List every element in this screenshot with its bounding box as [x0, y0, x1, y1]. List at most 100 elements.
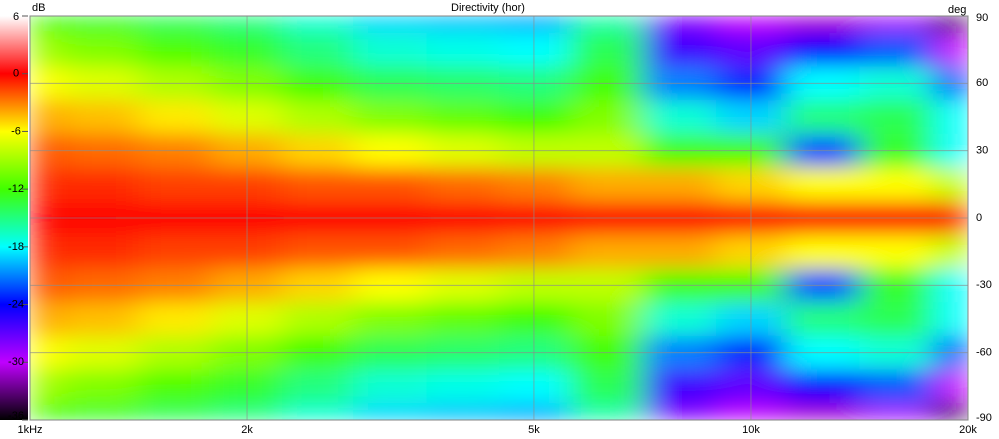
- heat-cell: [785, 32, 860, 67]
- colorbar-tick-label: -24: [8, 298, 24, 310]
- heat-cell: [426, 100, 500, 135]
- heat-cell: [859, 100, 934, 135]
- colorbar-tick-label: -36: [8, 410, 24, 422]
- heat-cell: [499, 302, 571, 337]
- heat-cell: [499, 32, 571, 67]
- heat-cell: [30, 403, 66, 420]
- heat-cell: [281, 302, 354, 337]
- x-tick-label: 10k: [742, 424, 760, 436]
- heat-cell: [643, 100, 717, 135]
- colorbar-label: dB: [32, 2, 45, 14]
- heat-cell: [353, 32, 428, 67]
- heat-cell: [64, 234, 140, 269]
- colorbar-tick-label: -12: [8, 183, 24, 195]
- heat-cell: [499, 234, 571, 269]
- heat-cell: [30, 16, 66, 34]
- heat-cell: [785, 100, 860, 135]
- heat-cell: [933, 302, 968, 337]
- heat-cell: [30, 369, 66, 404]
- heat-cell: [643, 167, 717, 202]
- x-tick-label: 1kHz: [17, 424, 42, 436]
- x-tick-label: 2k: [241, 424, 253, 436]
- y-tick-label: 90: [976, 12, 988, 24]
- heat-cell: [643, 234, 717, 269]
- colorbar-tick-label: -18: [8, 241, 24, 253]
- heat-cell: [30, 32, 66, 67]
- heat-cell: [859, 16, 934, 34]
- x-tick-label: 5k: [528, 424, 540, 436]
- heat-cell: [138, 167, 213, 202]
- heat-cell: [281, 403, 354, 420]
- heat-cell: [859, 32, 934, 67]
- heat-cell: [353, 302, 428, 337]
- colorbar: [0, 16, 28, 420]
- heat-cell: [138, 369, 213, 404]
- heat-cell: [138, 234, 213, 269]
- heat-cell: [64, 100, 140, 135]
- chart-title: Directivity (hor): [451, 2, 525, 14]
- heat-cell: [859, 369, 934, 404]
- heat-cell: [499, 369, 571, 404]
- heat-cell: [353, 16, 428, 34]
- heat-cell: [643, 403, 717, 420]
- heat-cell: [426, 16, 500, 34]
- heat-cell: [353, 403, 428, 420]
- heat-cell: [570, 16, 645, 34]
- heat-cell: [933, 16, 968, 34]
- heat-cell: [643, 16, 717, 34]
- heat-cell: [138, 100, 213, 135]
- heat-cell: [64, 167, 140, 202]
- heat-cell: [138, 403, 213, 420]
- heat-cell: [426, 32, 500, 67]
- heat-cell: [426, 403, 500, 420]
- heat-cell: [353, 234, 428, 269]
- heat-cell: [933, 32, 968, 67]
- heat-cell: [570, 234, 645, 269]
- y-axis-label: deg: [948, 4, 966, 16]
- heat-cell: [570, 167, 645, 202]
- heat-cell: [643, 369, 717, 404]
- heat-cell: [281, 100, 354, 135]
- heat-cell: [30, 100, 66, 135]
- heat-cell: [933, 369, 968, 404]
- heat-cell: [785, 234, 860, 269]
- heat-cell: [499, 403, 571, 420]
- heat-cell: [353, 369, 428, 404]
- heat-cell: [499, 100, 571, 135]
- heat-cell: [281, 234, 354, 269]
- heat-cell: [643, 302, 717, 337]
- heat-cell: [933, 403, 968, 420]
- heat-cell: [785, 167, 860, 202]
- heat-cell: [30, 302, 66, 337]
- y-tick-label: -90: [976, 412, 992, 424]
- heat-cell: [426, 234, 500, 269]
- colorbar-tick-label: 0: [13, 68, 19, 80]
- y-tick-label: -60: [976, 347, 992, 359]
- heat-cell: [138, 32, 213, 67]
- heat-cell: [859, 234, 934, 269]
- heat-cell: [281, 369, 354, 404]
- y-tick-label: -30: [976, 279, 992, 291]
- heat-cell: [64, 302, 140, 337]
- heat-cell: [426, 167, 500, 202]
- y-tick-label: 0: [976, 212, 982, 224]
- y-tick-label: 60: [976, 77, 988, 89]
- heat-cell: [353, 167, 428, 202]
- heat-cell: [570, 302, 645, 337]
- heat-cell: [643, 32, 717, 67]
- heat-cell: [859, 403, 934, 420]
- heat-cell: [859, 302, 934, 337]
- heat-cell: [426, 302, 500, 337]
- y-tick-label: 30: [976, 145, 988, 157]
- heat-cell: [353, 100, 428, 135]
- heat-cell: [570, 100, 645, 135]
- heat-cell: [785, 369, 860, 404]
- heat-cell: [859, 167, 934, 202]
- x-tick-label: 20k: [959, 424, 977, 436]
- heat-cell: [933, 234, 968, 269]
- heat-cell: [281, 16, 354, 34]
- heat-cell: [933, 100, 968, 135]
- heat-cell: [64, 32, 140, 67]
- heat-cell: [30, 167, 66, 202]
- heat-cell: [785, 16, 860, 34]
